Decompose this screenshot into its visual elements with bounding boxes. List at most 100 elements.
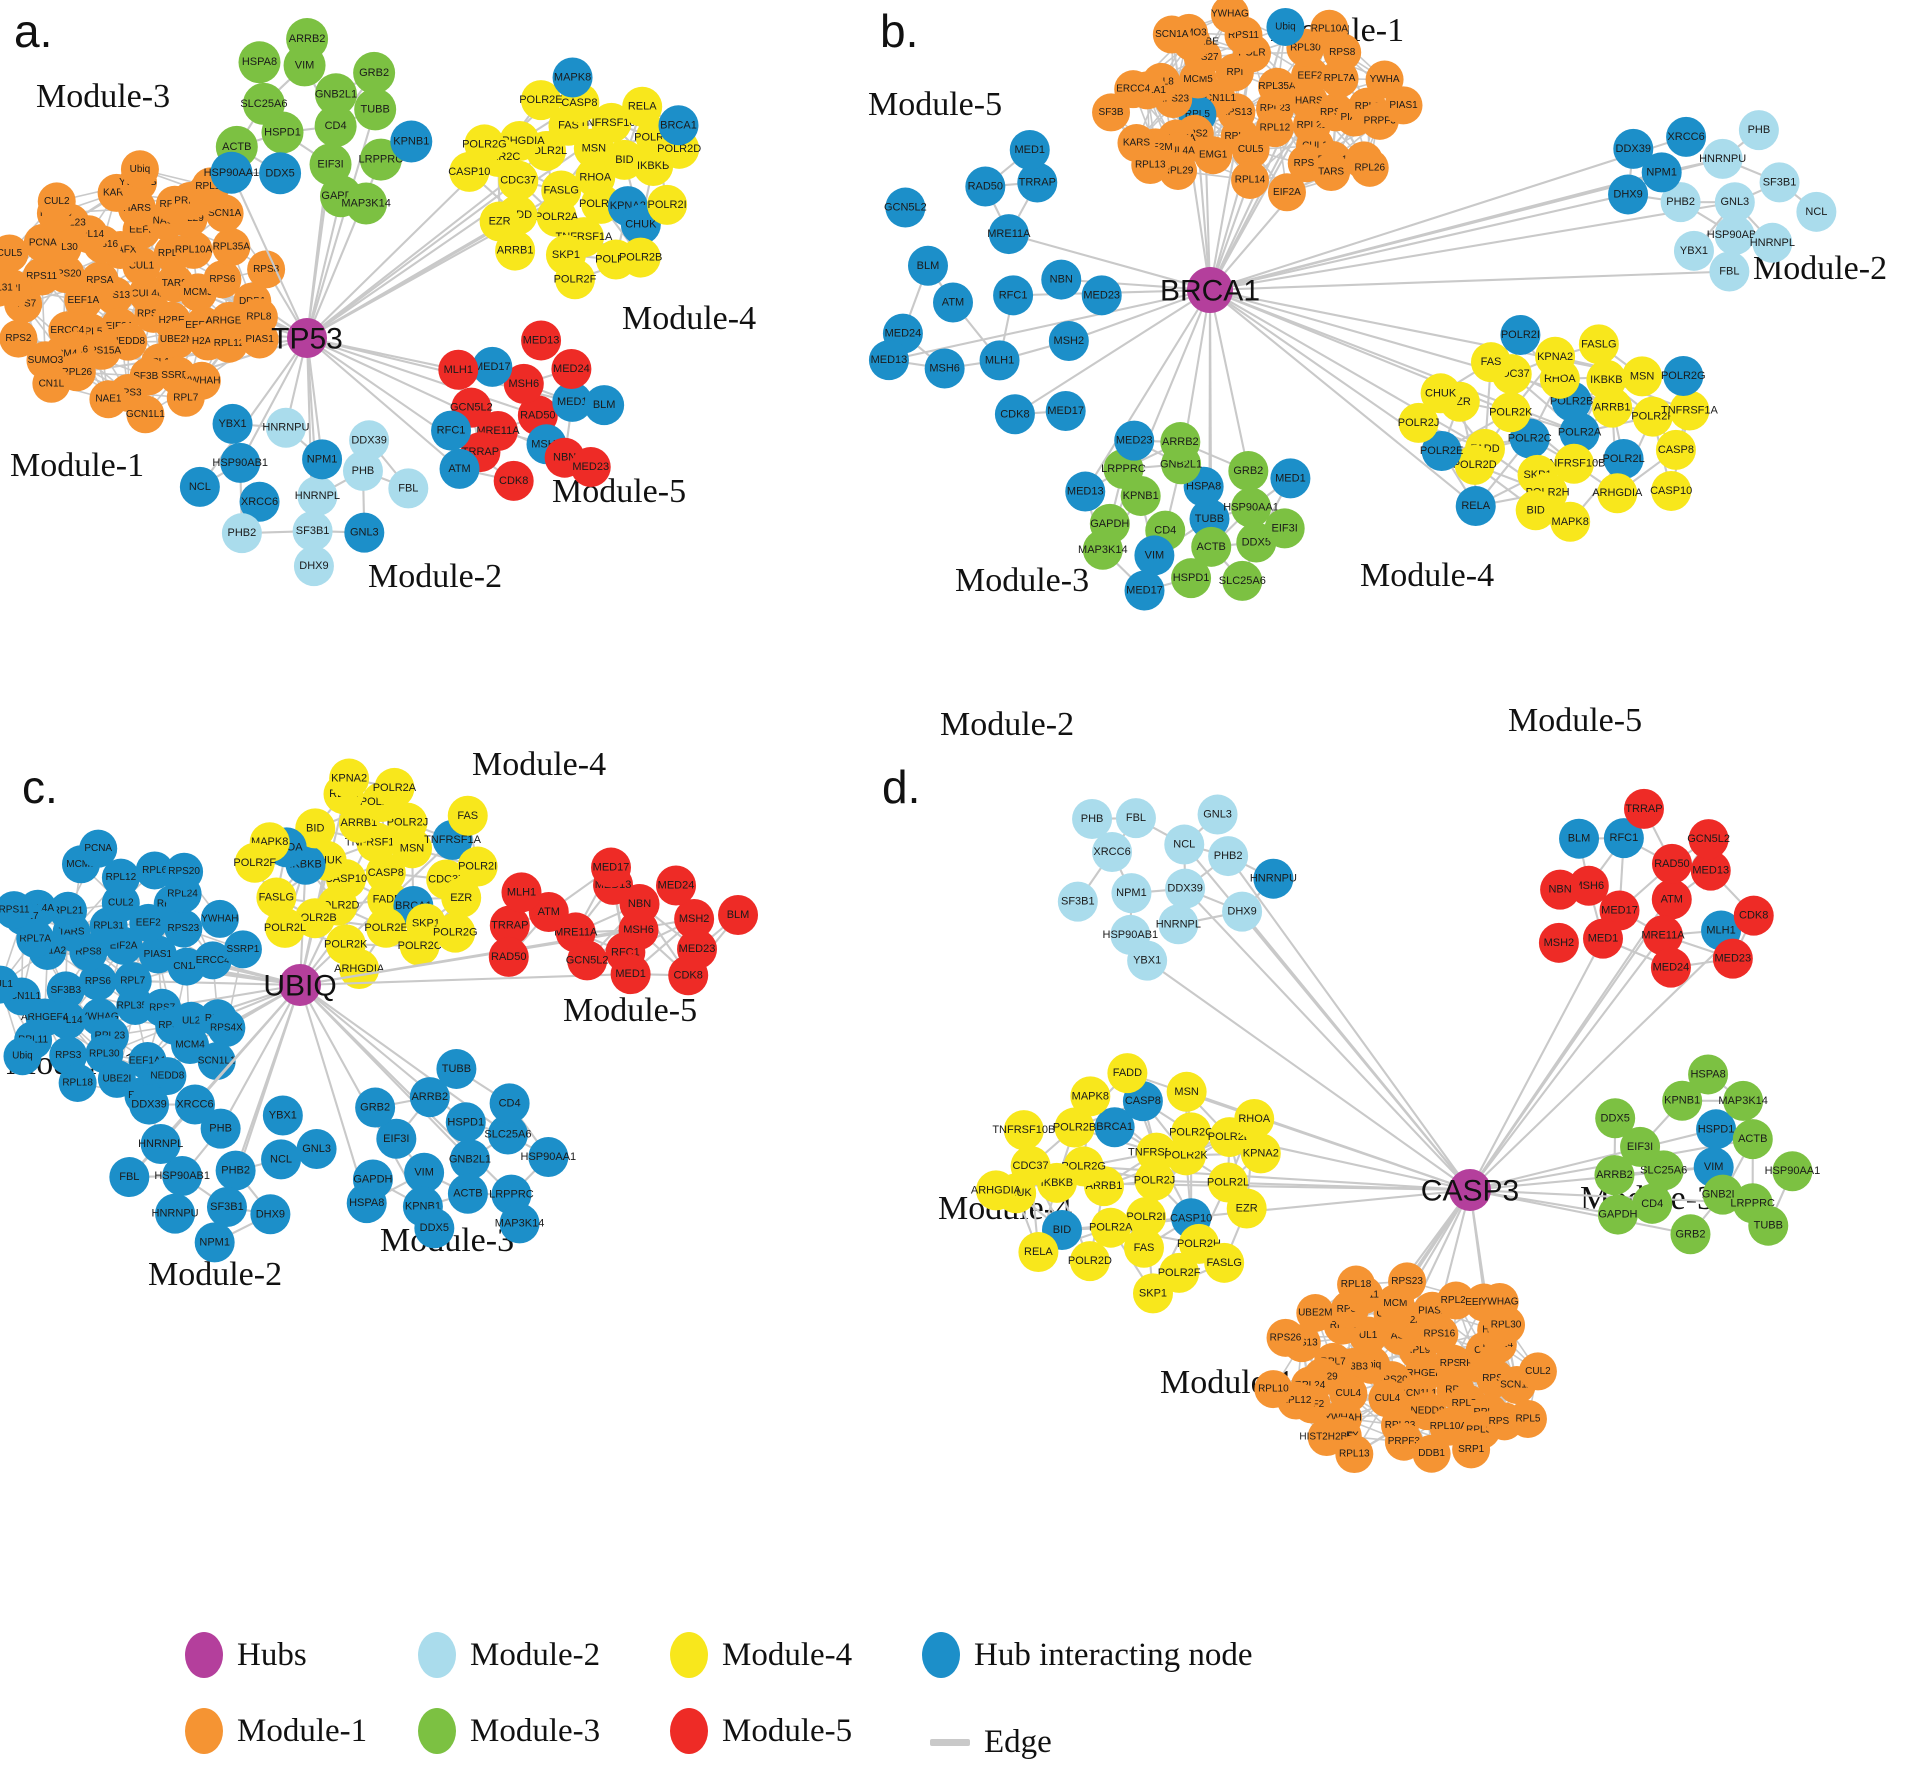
node-MLH1[interactable]: MLH1: [438, 349, 479, 390]
node-ATM[interactable]: ATM: [439, 448, 480, 489]
node-circle[interactable]: [1270, 458, 1311, 499]
node-circle[interactable]: [570, 446, 611, 487]
node-circle[interactable]: [489, 1083, 530, 1124]
node-circle[interactable]: [501, 872, 542, 913]
node-circle[interactable]: [1115, 798, 1156, 839]
node-circle[interactable]: [1194, 136, 1233, 175]
node-circle[interactable]: [49, 891, 88, 930]
node-circle[interactable]: [1559, 412, 1600, 453]
node-CD4[interactable]: CD4: [489, 1083, 530, 1124]
node-NPM1[interactable]: NPM1: [302, 439, 343, 480]
node-YBX1[interactable]: YBX1: [212, 403, 253, 444]
node-RPL10A[interactable]: RPL10A: [1310, 9, 1349, 48]
node-MED1[interactable]: MED1: [1582, 918, 1623, 959]
node-circle[interactable]: [551, 348, 592, 389]
node-circle[interactable]: [1210, 0, 1249, 34]
node-circle[interactable]: [3, 1037, 42, 1076]
node-circle[interactable]: [1171, 1112, 1212, 1153]
hub-circle[interactable]: [1449, 1169, 1491, 1211]
node-PIAS1[interactable]: PIAS1: [240, 320, 279, 359]
node-HNRNPU[interactable]: HNRNPU: [152, 1193, 199, 1234]
node-MRE11A[interactable]: MRE11A: [987, 214, 1031, 255]
node-circle[interactable]: [1267, 173, 1306, 212]
node-circle[interactable]: [297, 475, 338, 516]
node-MED13[interactable]: MED13: [868, 340, 909, 381]
node-UBE2M[interactable]: UBE2M: [1296, 1294, 1335, 1333]
node-DHX9[interactable]: DHX9: [1222, 891, 1263, 932]
node-YWHAG[interactable]: YWHAG: [1480, 1282, 1519, 1321]
node-circle[interactable]: [1114, 420, 1155, 461]
node-circle[interactable]: [309, 143, 352, 186]
node-Ubiq[interactable]: Ubiq: [3, 1037, 42, 1076]
node-DDX5[interactable]: DDX5: [1595, 1098, 1636, 1139]
node-MED17[interactable]: MED17: [591, 847, 632, 888]
node-circle[interactable]: [1226, 1188, 1267, 1229]
node-circle[interactable]: [647, 184, 688, 225]
node-circle[interactable]: [1490, 392, 1531, 433]
node-circle[interactable]: [212, 403, 253, 444]
node-RAD50[interactable]: RAD50: [965, 166, 1006, 207]
node-NCL[interactable]: NCL: [1796, 191, 1837, 232]
node-circle[interactable]: [197, 1042, 236, 1081]
node-circle[interactable]: [521, 320, 562, 361]
node-circle[interactable]: [1045, 391, 1086, 432]
node-circle[interactable]: [200, 1108, 241, 1149]
node-GCN1L1[interactable]: GCN1L1: [126, 395, 165, 434]
node-circle[interactable]: [975, 1170, 1016, 1211]
node-SLC25A6[interactable]: SLC25A6: [1219, 560, 1266, 601]
node-circle[interactable]: [292, 511, 333, 552]
node-circle[interactable]: [210, 151, 253, 194]
node-RPS8[interactable]: RPS8: [247, 250, 286, 289]
node-MED24[interactable]: MED24: [1650, 947, 1691, 988]
node-circle[interactable]: [1666, 116, 1707, 157]
node-circle[interactable]: [129, 1084, 170, 1125]
node-NPM1[interactable]: NPM1: [1111, 873, 1152, 914]
node-circle[interactable]: [1578, 324, 1619, 365]
node-circle[interactable]: [1208, 836, 1249, 877]
node-BLM[interactable]: BLM: [1559, 818, 1600, 859]
node-circle[interactable]: [1733, 895, 1774, 936]
node-RPS2[interactable]: RPS2: [0, 319, 38, 358]
node-RHOA[interactable]: RHOA: [1234, 1098, 1275, 1139]
node-CDK8[interactable]: CDK8: [994, 394, 1035, 435]
node-circle[interactable]: [194, 1222, 235, 1263]
node-circle[interactable]: [265, 907, 306, 948]
node-circle[interactable]: [390, 120, 433, 163]
node-circle[interactable]: [1651, 843, 1692, 884]
node-circle[interactable]: [1709, 251, 1750, 292]
node-circle[interactable]: [1669, 390, 1710, 431]
node-circle[interactable]: [1420, 373, 1461, 414]
node-circle[interactable]: [979, 340, 1020, 381]
node-HNRNPL[interactable]: HNRNPL: [295, 475, 340, 516]
node-circle[interactable]: [1111, 873, 1152, 914]
node-FADD[interactable]: FADD: [1107, 1053, 1148, 1094]
node-circle[interactable]: [242, 82, 285, 125]
node-MAPK8[interactable]: MAPK8: [552, 57, 593, 98]
node-circle[interactable]: [1550, 501, 1591, 542]
node-circle[interactable]: [1231, 487, 1272, 528]
node-circle[interactable]: [79, 829, 118, 868]
hub-circle[interactable]: [287, 318, 327, 358]
node-FASLG[interactable]: FASLG: [1204, 1242, 1245, 1283]
node-circle[interactable]: [1738, 110, 1779, 151]
node-KPNA2[interactable]: KPNA2: [1240, 1133, 1281, 1174]
node-circle[interactable]: [1480, 1282, 1519, 1321]
node-circle[interactable]: [366, 907, 407, 948]
node-FBL[interactable]: FBL: [109, 1157, 150, 1198]
node-PHB2[interactable]: PHB2: [1208, 836, 1249, 877]
node-SRP1[interactable]: SRP1: [1452, 1430, 1491, 1469]
node-circle[interactable]: [1337, 1265, 1376, 1304]
node-circle[interactable]: [376, 1118, 417, 1159]
node-GNL3[interactable]: GNL3: [296, 1129, 337, 1170]
node-PIAS1[interactable]: PIAS1: [1384, 86, 1423, 125]
node-circle[interactable]: [674, 899, 715, 940]
node-RPL13[interactable]: RPL13: [1335, 1435, 1374, 1474]
node-NPM1[interactable]: NPM1: [194, 1222, 235, 1263]
node-PHB[interactable]: PHB: [1072, 798, 1113, 839]
node-circle[interactable]: [1436, 1281, 1475, 1320]
node-DDB1[interactable]: DDB1: [1412, 1434, 1451, 1473]
node-circle[interactable]: [1518, 1352, 1557, 1391]
node-circle[interactable]: [354, 88, 397, 131]
node-ARRB1[interactable]: ARRB1: [495, 230, 536, 271]
node-CDK8[interactable]: CDK8: [1733, 895, 1774, 936]
